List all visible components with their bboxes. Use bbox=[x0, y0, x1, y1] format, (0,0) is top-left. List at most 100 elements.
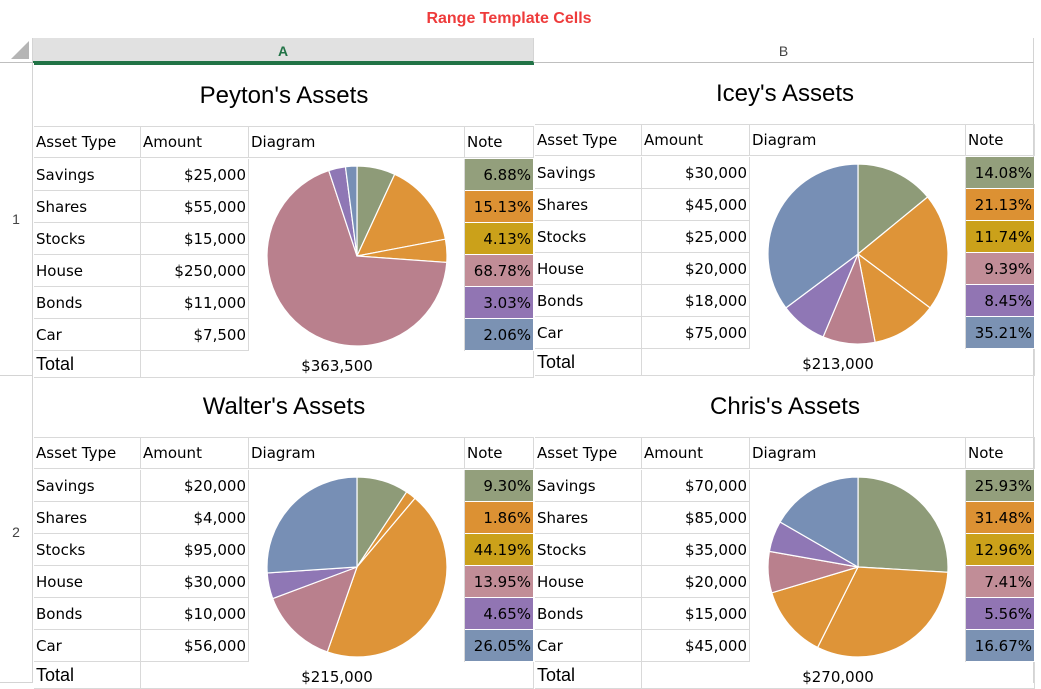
asset-note-cell[interactable]: 12.96% bbox=[966, 534, 1035, 566]
asset-pie-chart[interactable] bbox=[266, 165, 448, 347]
asset-type-cell[interactable]: Car bbox=[34, 319, 141, 351]
asset-pie-chart[interactable] bbox=[767, 163, 949, 345]
asset-note-cell[interactable]: 13.95% bbox=[465, 566, 534, 598]
asset-type-cell[interactable]: Bonds bbox=[535, 598, 642, 630]
asset-type-cell[interactable]: Shares bbox=[535, 189, 642, 221]
asset-type-cell[interactable]: House bbox=[535, 566, 642, 598]
asset-type-cell[interactable]: Stocks bbox=[34, 223, 141, 255]
row-header-2[interactable]: 2 bbox=[0, 376, 33, 683]
row-header-1[interactable]: 1 bbox=[0, 63, 33, 376]
asset-type-cell[interactable]: Stocks bbox=[34, 534, 141, 566]
sheet-title: Range Template Cells bbox=[0, 0, 1018, 38]
pie-slice-car[interactable] bbox=[267, 477, 357, 573]
asset-amount-cell[interactable]: $56,000 bbox=[141, 630, 249, 662]
asset-type-cell[interactable]: House bbox=[34, 566, 141, 598]
total-amount[interactable]: $213,000 bbox=[642, 349, 1035, 376]
asset-note-cell[interactable]: 8.45% bbox=[966, 285, 1035, 317]
asset-note-cell[interactable]: 16.67% bbox=[966, 630, 1035, 662]
asset-note-cell[interactable]: 68.78% bbox=[465, 255, 534, 287]
asset-amount-cell[interactable]: $20,000 bbox=[141, 470, 249, 502]
asset-type-cell[interactable]: Shares bbox=[535, 502, 642, 534]
asset-note-cell[interactable]: 4.13% bbox=[465, 223, 534, 255]
asset-amount-cell[interactable]: $250,000 bbox=[141, 255, 249, 287]
asset-type-cell[interactable]: Bonds bbox=[34, 287, 141, 319]
total-amount[interactable]: $363,500 bbox=[141, 351, 534, 378]
select-all-corner[interactable] bbox=[0, 38, 33, 63]
asset-note-cell[interactable]: 5.56% bbox=[966, 598, 1035, 630]
asset-amount-cell[interactable]: $95,000 bbox=[141, 534, 249, 566]
asset-type-cell[interactable]: Stocks bbox=[535, 221, 642, 253]
asset-type-cell[interactable]: Car bbox=[535, 317, 642, 349]
asset-type-cell[interactable]: Bonds bbox=[34, 598, 141, 630]
asset-note-cell[interactable]: 14.08% bbox=[966, 157, 1035, 189]
pie-slice-savings[interactable] bbox=[858, 477, 948, 572]
asset-amount-cell[interactable]: $20,000 bbox=[642, 566, 750, 598]
asset-note-cell[interactable]: 7.41% bbox=[966, 566, 1035, 598]
asset-amount-cell[interactable]: $15,000 bbox=[642, 598, 750, 630]
asset-amount-cell[interactable]: $15,000 bbox=[141, 223, 249, 255]
column-header-b[interactable]: B bbox=[534, 38, 1034, 63]
asset-note-cell[interactable]: 1.86% bbox=[465, 502, 534, 534]
asset-note-cell[interactable]: 25.93% bbox=[966, 470, 1035, 502]
asset-note-cell[interactable]: 26.05% bbox=[465, 630, 534, 662]
asset-type-cell[interactable]: Shares bbox=[34, 502, 141, 534]
asset-amount-cell[interactable]: $18,000 bbox=[642, 285, 750, 317]
header-asset-type: Asset Type bbox=[34, 127, 141, 158]
asset-pie-chart[interactable] bbox=[266, 476, 448, 658]
block-title: Peyton's Assets bbox=[34, 65, 534, 127]
asset-type-cell[interactable]: Car bbox=[34, 630, 141, 662]
asset-note-cell[interactable]: 6.88% bbox=[465, 159, 534, 191]
asset-block: Peyton's Assets Asset Type Amount Diagram No… bbox=[34, 63, 534, 378]
total-amount[interactable]: $270,000 bbox=[642, 662, 1035, 689]
asset-type-cell[interactable]: Savings bbox=[34, 470, 141, 502]
asset-amount-cell[interactable]: $30,000 bbox=[141, 566, 249, 598]
asset-note-cell[interactable]: 11.74% bbox=[966, 221, 1035, 253]
asset-amount-cell[interactable]: $4,000 bbox=[141, 502, 249, 534]
asset-note-cell[interactable]: 44.19% bbox=[465, 534, 534, 566]
asset-note-cell[interactable]: 2.06% bbox=[465, 319, 534, 351]
asset-type-cell[interactable]: Shares bbox=[34, 191, 141, 223]
asset-note-cell[interactable]: 9.39% bbox=[966, 253, 1035, 285]
asset-amount-cell[interactable]: $20,000 bbox=[642, 253, 750, 285]
header-diagram: Diagram bbox=[249, 438, 465, 469]
asset-amount-cell[interactable]: $25,000 bbox=[141, 159, 249, 191]
asset-amount-cell[interactable]: $11,000 bbox=[141, 287, 249, 319]
block-title: Icey's Assets bbox=[535, 63, 1035, 125]
asset-note-cell[interactable]: 21.13% bbox=[966, 189, 1035, 221]
asset-amount-cell[interactable]: $55,000 bbox=[141, 191, 249, 223]
asset-amount-cell[interactable]: $75,000 bbox=[642, 317, 750, 349]
asset-type-cell[interactable]: House bbox=[34, 255, 141, 287]
asset-type-cell[interactable]: Bonds bbox=[535, 285, 642, 317]
asset-type-cell[interactable]: Savings bbox=[535, 470, 642, 502]
header-note: Note bbox=[465, 438, 534, 469]
asset-amount-cell[interactable]: $30,000 bbox=[642, 157, 750, 189]
asset-amount-cell[interactable]: $10,000 bbox=[141, 598, 249, 630]
asset-amount-cell[interactable]: $45,000 bbox=[642, 630, 750, 662]
asset-note-cell[interactable]: 31.48% bbox=[966, 502, 1035, 534]
asset-amount-cell[interactable]: $35,000 bbox=[642, 534, 750, 566]
asset-amount-cell[interactable]: $70,000 bbox=[642, 470, 750, 502]
asset-block: Chris's Assets Asset Type Amount Diagram Not… bbox=[535, 376, 1035, 689]
asset-amount-cell[interactable]: $85,000 bbox=[642, 502, 750, 534]
asset-amount-cell[interactable]: $25,000 bbox=[642, 221, 750, 253]
asset-type-cell[interactable]: Savings bbox=[34, 159, 141, 191]
asset-type-cell[interactable]: Savings bbox=[535, 157, 642, 189]
block-title: Chris's Assets bbox=[535, 376, 1035, 438]
asset-amount-cell[interactable]: $7,500 bbox=[141, 319, 249, 351]
asset-amount-cell[interactable]: $45,000 bbox=[642, 189, 750, 221]
asset-note-cell[interactable]: 35.21% bbox=[966, 317, 1035, 349]
asset-type-cell[interactable]: Stocks bbox=[535, 534, 642, 566]
total-amount[interactable]: $215,000 bbox=[141, 662, 534, 689]
asset-pie-chart[interactable] bbox=[767, 476, 949, 658]
header-asset-type: Asset Type bbox=[34, 438, 141, 469]
column-header-a[interactable]: A bbox=[33, 38, 534, 63]
asset-note-cell[interactable]: 4.65% bbox=[465, 598, 534, 630]
asset-type-cell[interactable]: Car bbox=[535, 630, 642, 662]
total-label: Total bbox=[34, 351, 141, 378]
asset-type-cell[interactable]: House bbox=[535, 253, 642, 285]
asset-note-cell[interactable]: 3.03% bbox=[465, 287, 534, 319]
select-all-triangle-icon bbox=[11, 41, 29, 59]
block-title: Walter's Assets bbox=[34, 376, 534, 438]
asset-note-cell[interactable]: 15.13% bbox=[465, 191, 534, 223]
asset-note-cell[interactable]: 9.30% bbox=[465, 470, 534, 502]
